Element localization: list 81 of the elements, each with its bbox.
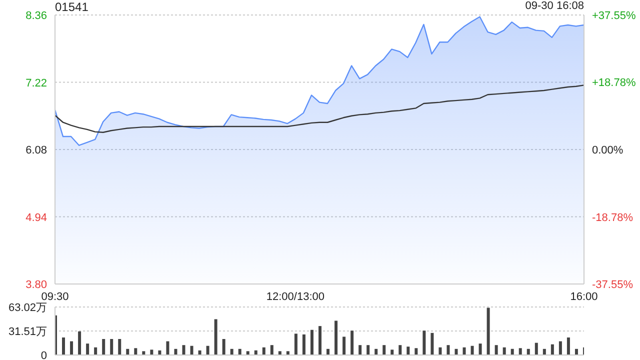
bar [358,345,362,355]
bar [382,345,386,355]
bar [126,348,130,355]
bar [230,348,234,355]
bar [302,334,306,355]
bar [262,347,266,355]
y-tick-label: 63.02万 [8,302,47,314]
y-tick-label: 0 [40,350,47,360]
bar [510,348,514,355]
bar [422,330,426,355]
y-tick-label: 8.36 [26,10,47,22]
y-tick-label: 31.51万 [8,326,47,338]
bar [462,347,466,355]
bar [150,350,154,355]
bar [182,345,186,355]
x-tick-label: 16:00 [570,290,598,303]
bar [62,337,66,355]
bar [558,341,562,355]
bar [326,348,330,355]
y2-tick-label: -37.55% [592,279,634,291]
bar [542,348,546,355]
bar [214,319,218,355]
bar [446,345,450,355]
y-tick-label: 6.08 [26,144,47,156]
y-tick-label: 4.94 [26,212,47,224]
bar [238,348,242,355]
bar [342,336,346,355]
y-tick-label: 7.22 [26,77,47,90]
bar [406,346,410,355]
bar [206,346,210,355]
bar [310,330,314,355]
bar [374,348,378,355]
bar [142,351,146,355]
x-tick-label: 12:00/13:00 [266,290,325,303]
bar [534,342,538,355]
bar [94,347,98,355]
bar [550,344,554,355]
bar [86,344,90,355]
bar [278,351,282,355]
bar [414,348,418,355]
bar [486,308,490,355]
bar [134,348,138,355]
bar [390,350,394,355]
bar [246,351,250,355]
bar [110,339,114,355]
chart-title: 01541 [55,0,88,14]
bar [438,347,442,355]
bar [70,341,74,355]
bar [366,345,370,355]
bar [334,320,338,355]
bar [222,339,226,355]
bar [502,347,506,355]
bar [318,326,322,355]
bar [286,351,290,355]
y2-tick-label: +18.78% [592,77,636,90]
bar [166,341,170,355]
line-series [55,84,584,133]
bar [270,345,274,355]
bar [478,344,482,355]
x-tick-label: 09:30 [41,290,69,303]
y2-tick-label: +37.55% [592,10,636,22]
bar [118,339,122,355]
bar [398,345,402,355]
y-tick-label: 3.80 [26,279,47,291]
bar [350,330,354,355]
bar [102,339,106,355]
text: 09-30 16:08 [525,0,584,12]
bar [518,348,522,355]
bar [174,348,178,355]
bar [294,334,298,355]
y2-tick-label: 0.00% [592,144,624,156]
y2-tick-label: -18.78% [592,212,634,224]
bar [526,348,530,355]
bar [494,345,498,355]
bar [454,348,458,355]
bar [566,337,570,355]
bar [78,331,82,355]
bar [574,348,578,355]
bar [430,332,434,355]
bar [470,346,474,355]
bar [190,346,194,355]
